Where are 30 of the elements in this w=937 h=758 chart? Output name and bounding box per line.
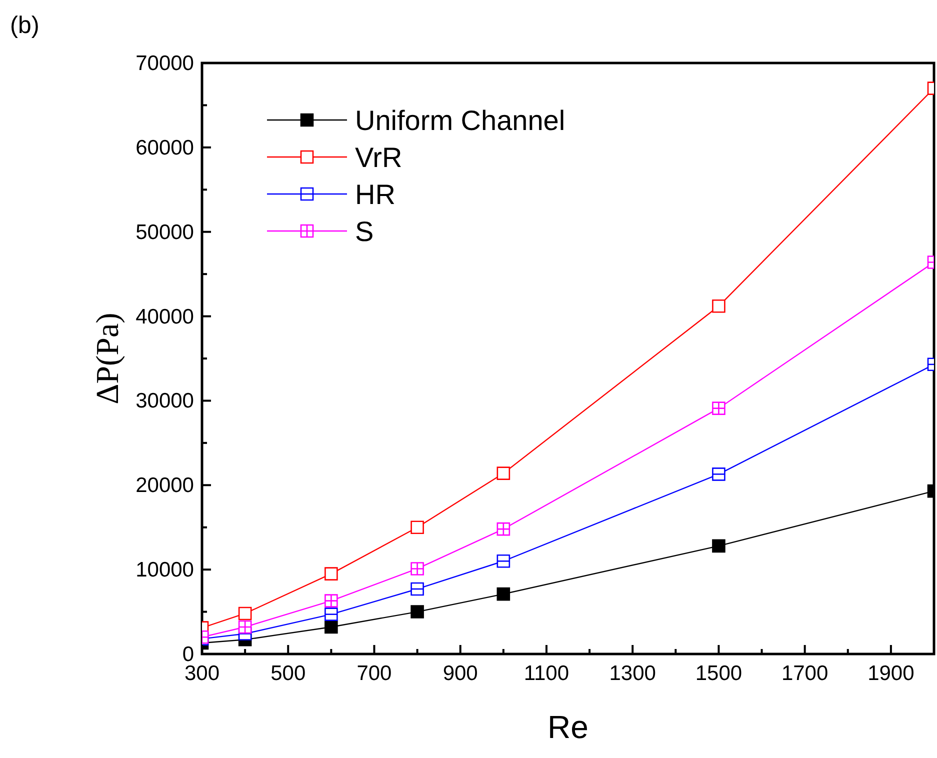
point: [410, 520, 424, 534]
point: [324, 620, 338, 634]
point: [238, 606, 252, 620]
y-tick-label: 30000: [136, 390, 194, 413]
legend-label: HR: [355, 179, 396, 210]
legend-label: S: [355, 216, 374, 247]
y-axis-title: ΔP(Pa): [89, 312, 125, 404]
legend-label: VrR: [355, 142, 402, 173]
point: [324, 567, 338, 580]
point: [496, 466, 510, 480]
x-tick-label: 1500: [695, 662, 742, 685]
x-tick-label: 500: [270, 662, 306, 685]
text: (b): [10, 12, 40, 39]
y-tick-label: 40000: [136, 305, 194, 328]
y-tick-label: 70000: [136, 52, 194, 75]
x-axis-title: Re: [548, 709, 588, 745]
y-tick-label: 60000: [136, 136, 194, 160]
y-tick-label: 50000: [136, 220, 194, 244]
y-tick-label: 10000: [136, 558, 194, 582]
point: [410, 582, 424, 596]
x-tick-label: 1300: [609, 662, 656, 685]
point: [410, 605, 424, 618]
x-tick-label: 1900: [868, 662, 914, 685]
point: [496, 587, 510, 601]
x-tick-label: 900: [442, 662, 478, 685]
x-tick-label: 1700: [781, 662, 828, 685]
x-tick-label: 700: [356, 662, 392, 685]
x-tick-label: 1100: [524, 662, 570, 685]
y-tick-label: 20000: [136, 474, 194, 498]
legend-label: Uniform Channel: [355, 105, 566, 136]
